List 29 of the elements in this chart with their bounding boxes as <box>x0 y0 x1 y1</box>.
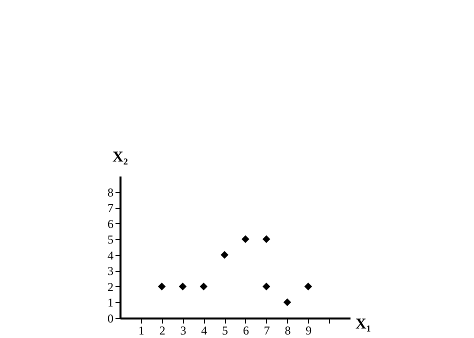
y-tick-label: 3 <box>108 264 114 278</box>
x-tick-label: 7 <box>264 324 270 338</box>
point <box>158 282 166 290</box>
x-tick-label: 1 <box>138 324 144 338</box>
x-tick-label: 2 <box>159 324 166 338</box>
x-tick-label: 3 <box>180 324 186 338</box>
y-tick-label: 0 <box>108 312 114 326</box>
y-tick-label: 2 <box>108 280 114 294</box>
point <box>220 251 228 259</box>
y-tick-label: 5 <box>108 232 114 247</box>
point <box>262 282 270 290</box>
point <box>242 235 250 243</box>
point <box>178 282 187 290</box>
x-tick-label: 5 <box>222 324 228 338</box>
x-tick-label: 6 <box>242 324 249 338</box>
x-axis-title: X₁ <box>356 316 371 332</box>
point <box>304 282 312 290</box>
y-tick-label: 4 <box>108 248 114 262</box>
point <box>283 298 292 306</box>
y-tick-label: 1 <box>108 296 114 310</box>
x-tick-label: 8 <box>284 324 291 338</box>
x-tick-label: 9 <box>306 324 312 338</box>
y-tick-label: 6 <box>108 216 114 231</box>
y-tick-label: 8 <box>108 185 114 200</box>
point <box>200 282 208 290</box>
point <box>262 235 270 243</box>
y-axis-title: X₂ <box>112 150 128 166</box>
y-tick-label: 7 <box>108 201 114 216</box>
x-tick-label: 4 <box>201 324 208 338</box>
